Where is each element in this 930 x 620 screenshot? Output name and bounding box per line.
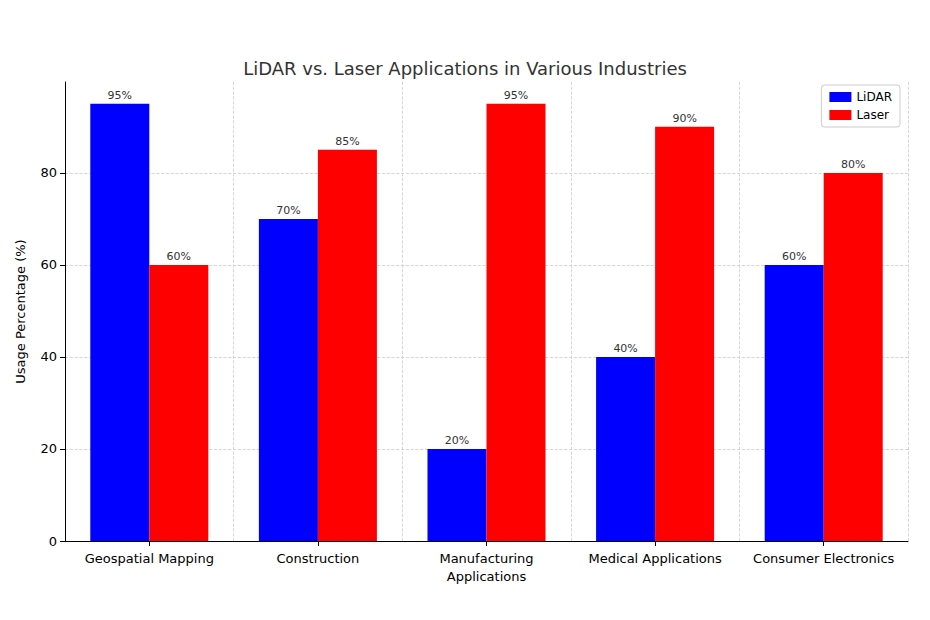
svg-text:80%: 80% — [841, 158, 865, 171]
svg-text:Geospatial Mapping: Geospatial Mapping — [85, 551, 214, 566]
svg-text:40%: 40% — [613, 342, 637, 355]
svg-text:0: 0 — [49, 534, 57, 549]
svg-text:60%: 60% — [782, 250, 806, 263]
svg-text:20%: 20% — [445, 434, 469, 447]
svg-text:85%: 85% — [335, 135, 359, 148]
svg-text:Manufacturing: Manufacturing — [439, 551, 533, 566]
svg-text:95%: 95% — [108, 89, 132, 102]
svg-text:Construction: Construction — [277, 551, 360, 566]
svg-text:LiDAR vs. Laser Applications i: LiDAR vs. Laser Applications in Various … — [243, 58, 687, 79]
svg-text:95%: 95% — [504, 89, 528, 102]
svg-text:Applications: Applications — [447, 569, 527, 584]
svg-text:Laser: Laser — [856, 108, 889, 122]
svg-text:Usage Percentage (%): Usage Percentage (%) — [13, 239, 28, 383]
svg-text:90%: 90% — [672, 112, 696, 125]
svg-text:Medical Applications: Medical Applications — [588, 551, 722, 566]
svg-text:LiDAR: LiDAR — [856, 90, 892, 104]
svg-text:60%: 60% — [167, 250, 191, 263]
svg-text:80: 80 — [40, 165, 57, 180]
svg-text:Consumer Electronics: Consumer Electronics — [753, 551, 895, 566]
svg-text:70%: 70% — [276, 204, 300, 217]
svg-text:40: 40 — [40, 349, 57, 364]
svg-text:60: 60 — [40, 257, 57, 272]
svg-text:20: 20 — [40, 441, 57, 456]
